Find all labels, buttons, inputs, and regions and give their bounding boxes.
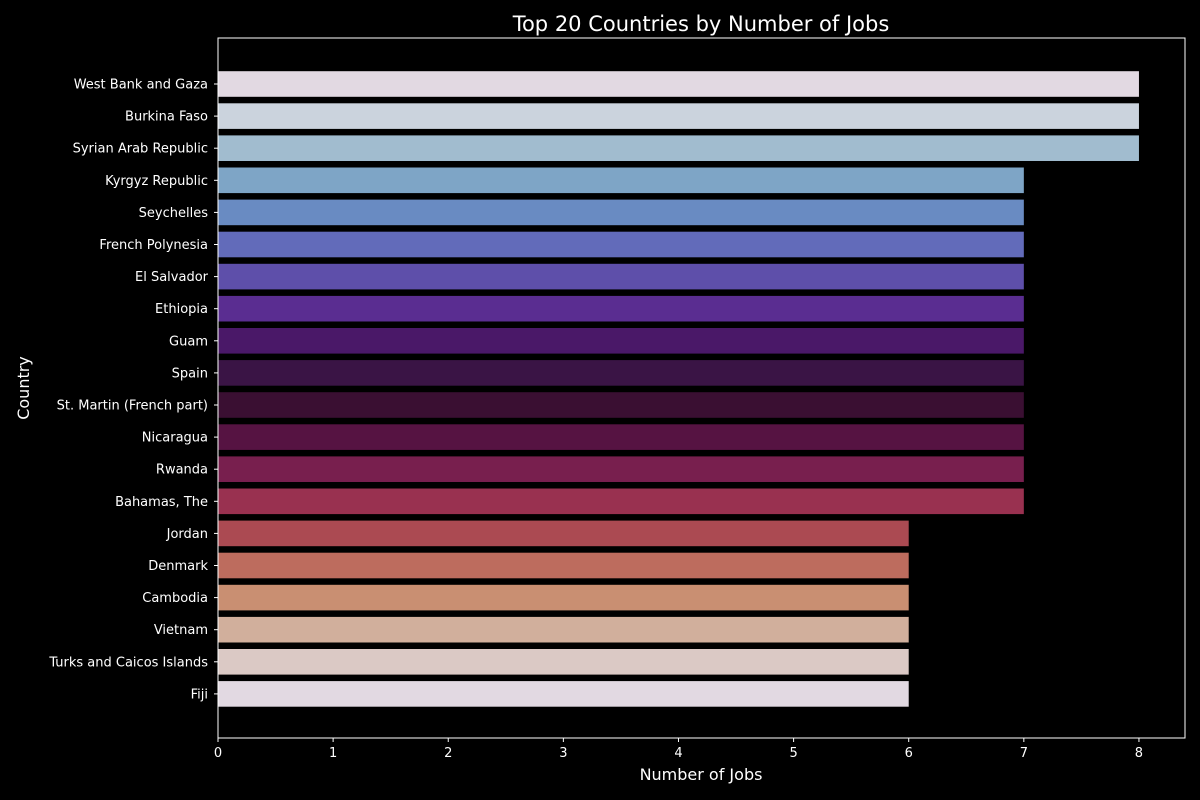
bars-group — [218, 71, 1139, 707]
y-tick-label: Ethiopia — [155, 302, 208, 317]
y-tick-label: St. Martin (French part) — [57, 399, 208, 414]
bar — [218, 199, 1024, 226]
bar — [218, 488, 1024, 515]
plot-frame — [217, 37, 1186, 739]
x-tick-label: 8 — [1135, 746, 1143, 761]
x-tick-label: 3 — [559, 746, 567, 761]
y-tick-label: Kyrgyz Republic — [105, 174, 208, 189]
x-tick-label: 4 — [674, 746, 682, 761]
x-axis-label: Number of Jobs — [640, 765, 763, 784]
y-tick-label: Bahamas, The — [115, 495, 208, 510]
y-tick-label: El Salvador — [135, 270, 209, 285]
x-tick-label: 7 — [1020, 746, 1028, 761]
x-tick-label: 5 — [789, 746, 797, 761]
bar — [218, 71, 1139, 97]
bar — [218, 231, 1024, 258]
y-tick-label: Cambodia — [142, 591, 208, 606]
y-tick-label: Spain — [172, 366, 208, 381]
y-tick-label: Guam — [169, 334, 208, 349]
y-axis-label: Country — [14, 356, 33, 420]
bar — [218, 520, 909, 547]
bar — [218, 295, 1024, 322]
y-tick-label: West Bank and Gaza — [74, 78, 208, 93]
y-tick-label: Jordan — [166, 527, 208, 542]
x-tick-label: 2 — [444, 746, 452, 761]
y-axis-ticks: West Bank and Gaza Burkina Faso Syrian Ara… — [48, 78, 218, 702]
y-tick-label: Burkina Faso — [125, 110, 208, 125]
y-tick-label: Fiji — [191, 687, 208, 702]
bar — [218, 681, 909, 707]
bar — [218, 167, 1024, 194]
y-tick-label: Syrian Arab Republic — [73, 142, 208, 157]
y-tick-label: French Polynesia — [99, 238, 208, 253]
x-tick-label: 1 — [329, 746, 337, 761]
bar — [218, 103, 1139, 129]
y-tick-label: Denmark — [148, 559, 208, 574]
y-tick-label: Turks and Caicos Islands — [48, 655, 208, 670]
y-tick-label: Seychelles — [139, 206, 209, 221]
bar — [218, 135, 1139, 161]
bar — [218, 616, 909, 643]
y-tick-label: Rwanda — [156, 463, 208, 478]
bar — [218, 424, 1024, 450]
y-tick-label: Nicaragua — [142, 431, 208, 446]
chart-title: Top 20 Countries by Number of Jobs — [512, 12, 890, 36]
bar — [218, 360, 1024, 386]
bar — [218, 328, 1024, 354]
x-axis-ticks: 0 1 2 3 4 5 6 7 8 — [214, 738, 1143, 761]
y-tick-label: Vietnam — [154, 623, 208, 638]
bar — [218, 456, 1024, 482]
bar — [218, 263, 1024, 290]
x-tick-label: 0 — [214, 746, 222, 761]
bar — [218, 649, 909, 675]
bar — [218, 552, 909, 579]
bar — [218, 392, 1024, 418]
x-tick-label: 6 — [905, 746, 913, 761]
bar — [218, 584, 909, 611]
